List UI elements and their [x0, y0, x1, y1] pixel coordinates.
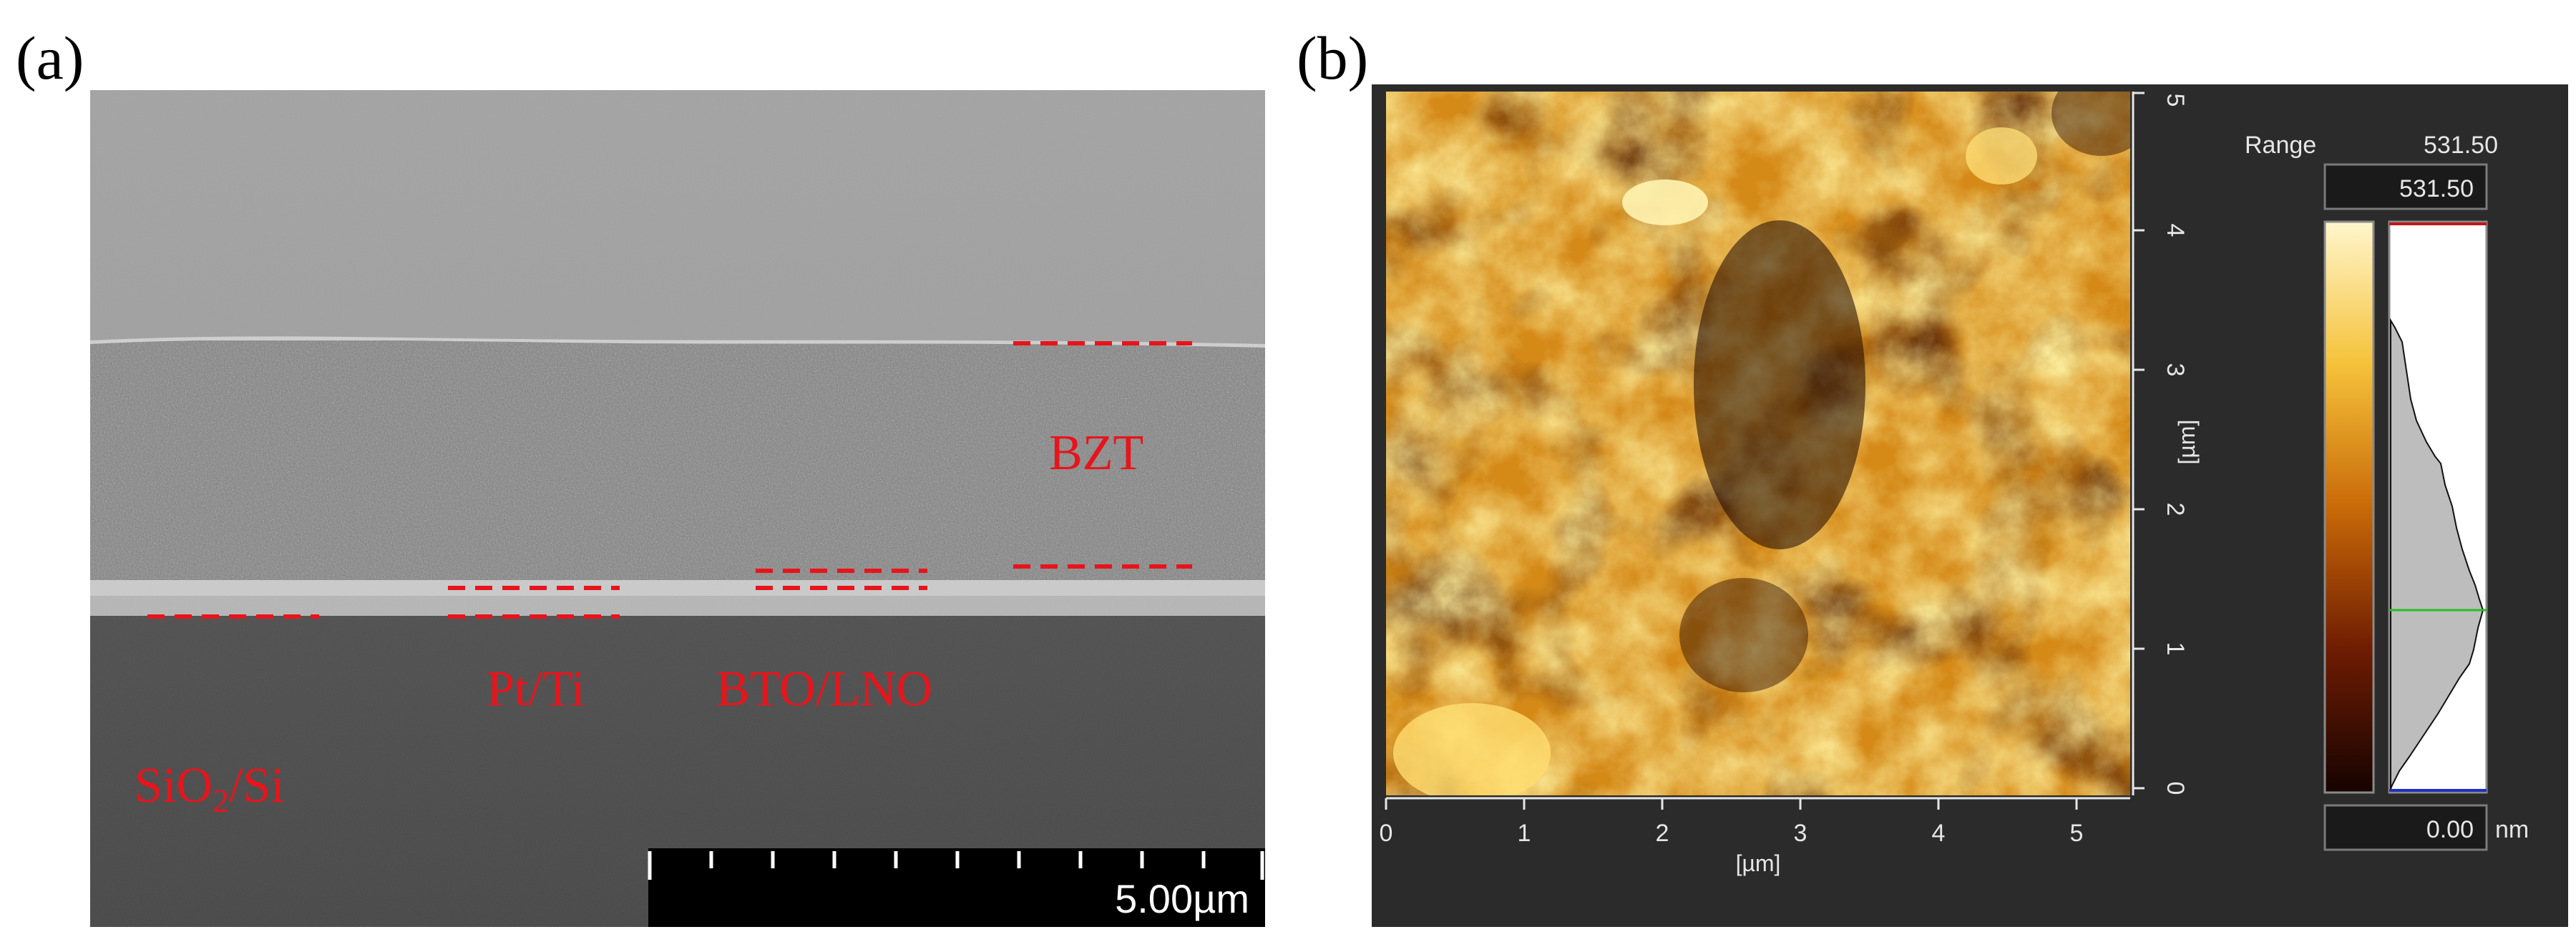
bto-lno-label: BTO/LNO	[716, 662, 932, 717]
x-tick-4: 4	[1932, 820, 1946, 847]
pt-ti-label: Pt/Ti	[487, 662, 585, 717]
y-tick-1: 1	[2162, 642, 2189, 656]
unit-label: nm	[2495, 816, 2529, 843]
max-value-box[interactable]	[2323, 163, 2488, 210]
x-tick-3: 3	[1794, 820, 1807, 847]
y-tick-0: 0	[2162, 782, 2189, 795]
y-tick-5: 5	[2162, 94, 2189, 107]
color-scale-bar	[2323, 220, 2375, 794]
afm-x-ticks	[1385, 798, 2078, 810]
panel-b-label: (b)	[1297, 24, 1369, 92]
x-tick-0: 0	[1380, 820, 1393, 847]
scale-bar-label: 5.00µm	[1115, 876, 1249, 921]
range-value: 531.50	[2424, 132, 2498, 159]
afm-height-map	[1386, 92, 2130, 795]
x-tick-5: 5	[2070, 820, 2084, 847]
min-value-box[interactable]	[2323, 804, 2488, 851]
min-value-text: 0.00	[2426, 816, 2474, 843]
afm-topography-panel: 0 1 2 3 4 5 [µm] 0 1 2 3 4 5 [µm] Range …	[1372, 84, 2568, 927]
x-tick-1: 1	[1518, 820, 1531, 847]
height-histogram	[2388, 220, 2488, 794]
afm-axes	[1386, 92, 2135, 800]
max-value-text: 531.50	[2399, 175, 2474, 202]
panel-a-label: (a)	[16, 24, 84, 92]
scale-bar: 5.00µm	[648, 848, 1265, 927]
x-axis-label: [µm]	[1736, 850, 1781, 876]
layer-boundary-markers	[147, 341, 1192, 619]
afm-y-ticks	[2133, 92, 2145, 790]
y-tick-3: 3	[2162, 363, 2189, 377]
sem-noise-overlay	[90, 90, 1265, 927]
sem-cross-section-image: BZT BTO/LNO Pt/Ti SiO2/Si 5.00µm	[90, 90, 1265, 927]
bzt-label: BZT	[1049, 426, 1143, 481]
x-tick-2: 2	[1656, 820, 1669, 847]
y-axis-label: [µm]	[2174, 420, 2200, 465]
y-tick-4: 4	[2162, 224, 2189, 237]
y-tick-2: 2	[2162, 503, 2189, 516]
range-label: Range	[2245, 132, 2316, 159]
sio2-si-label: SiO2/Si	[135, 758, 285, 819]
